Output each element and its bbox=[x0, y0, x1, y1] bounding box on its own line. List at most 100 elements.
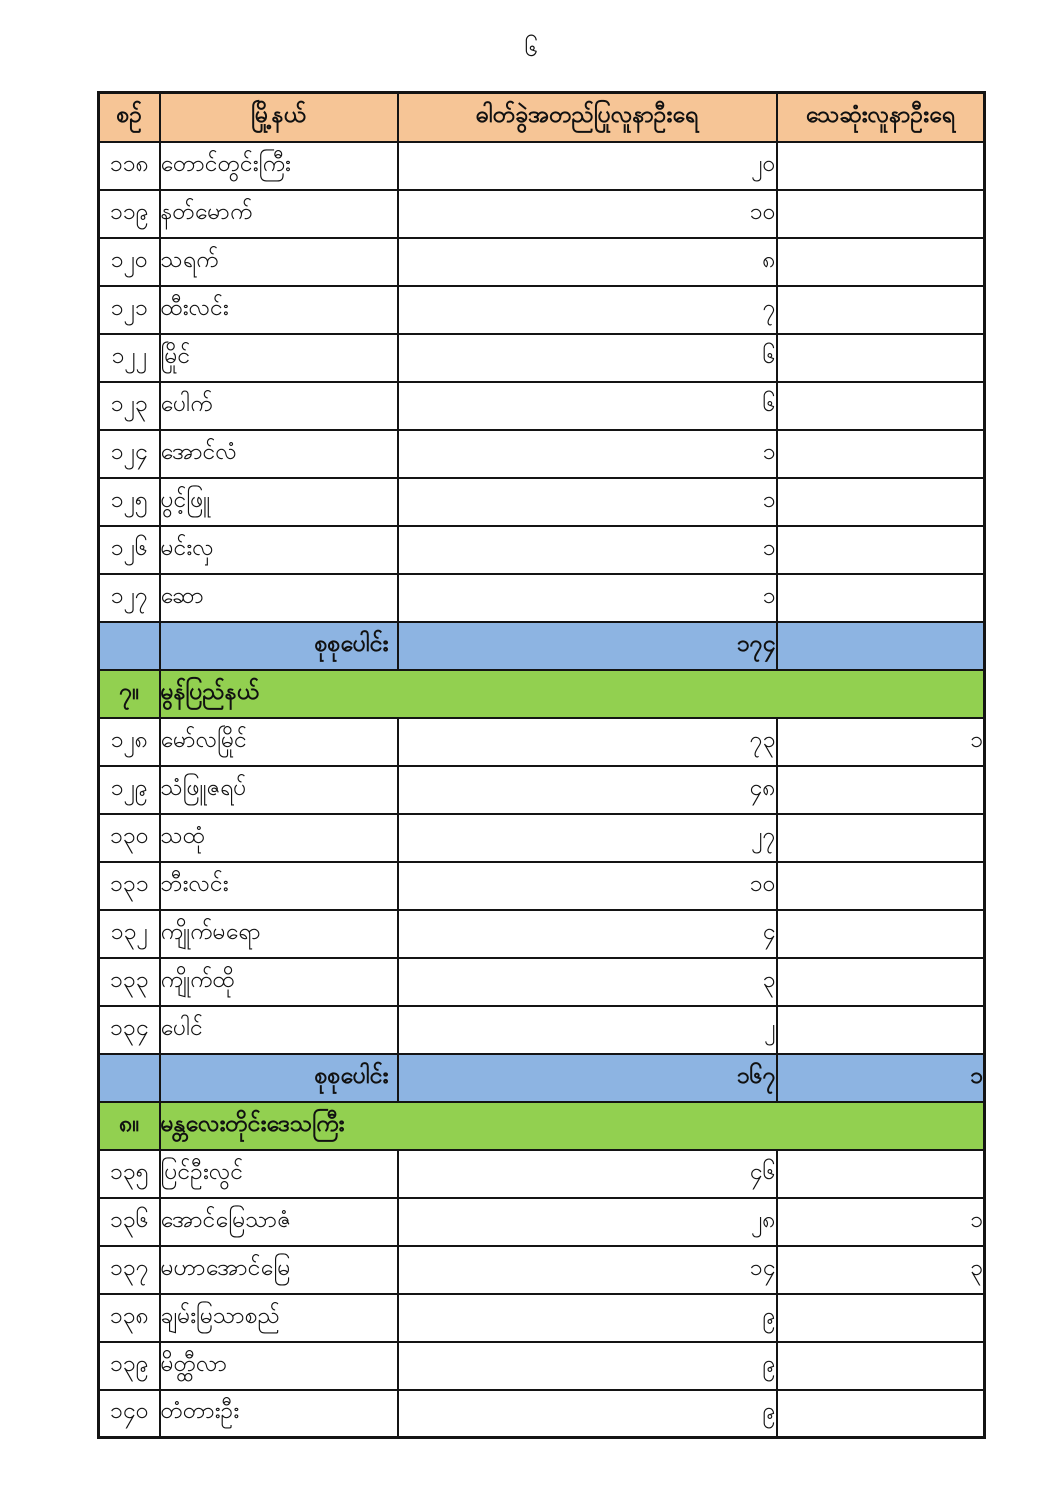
table-row: ၁၂၉ သံဖြူဇရပ် ၄၈ bbox=[97, 764, 986, 815]
township-cell: အောင်လံ bbox=[158, 428, 399, 479]
serial-cell: ၁၂၈ bbox=[97, 716, 161, 767]
confirmed-cell: ၁ bbox=[396, 428, 778, 479]
table-row: ၁၃၂ ကျိုက်မရော၄ bbox=[97, 908, 986, 959]
deaths-cell bbox=[775, 860, 986, 911]
confirmed-cell: ၁ bbox=[396, 524, 778, 575]
serial-cell: ၁၁၉ bbox=[97, 188, 161, 239]
page-number: ၆ bbox=[524, 34, 538, 62]
total-deaths-cell bbox=[775, 620, 986, 671]
column-header: သေဆုံးလူနာဦးရေ bbox=[775, 91, 986, 143]
deaths-cell: ၁ bbox=[775, 1196, 986, 1247]
township-cell: မဟာအောင်မြေ bbox=[158, 1244, 399, 1295]
serial-cell-empty bbox=[97, 1052, 161, 1103]
header-row: စဉ် မြို့နယ် ဓါတ်ခွဲအတည်ပြုလူနာဦးရေ သေဆုံးလ… bbox=[97, 91, 986, 143]
table-row: ၁၂၂ မြိုင်၆ bbox=[97, 332, 986, 383]
deaths-cell bbox=[775, 1340, 986, 1391]
township-cell: မိတ္ထီလာ bbox=[158, 1340, 399, 1391]
table-row: ၁၃၀ သထုံ ၂၇ bbox=[97, 812, 986, 863]
table-row: ၁၃၁ ဘီးလင်း ၁၀ bbox=[97, 860, 986, 911]
township-cell: ပေါက် bbox=[158, 380, 399, 431]
serial-cell: ၁၂၅ bbox=[97, 476, 161, 527]
total-label-cell: စုစုပေါင်း bbox=[158, 620, 399, 671]
serial-cell: ၁၃၇ bbox=[97, 1244, 161, 1295]
table-row: ၁၁၉ နတ်မောက် ၁၀ bbox=[97, 188, 986, 239]
deaths-cell bbox=[775, 956, 986, 1007]
township-cell: သံဖြူဇရပ် bbox=[158, 764, 399, 815]
confirmed-cell: ၁ bbox=[396, 476, 778, 527]
total-confirmed-cell: ၁၇၄ bbox=[396, 620, 778, 671]
serial-cell: ၁၃၀ bbox=[97, 812, 161, 863]
deaths-cell bbox=[775, 572, 986, 623]
deaths-cell bbox=[775, 476, 986, 527]
township-cell: တောင်တွင်းကြီး bbox=[158, 140, 399, 191]
confirmed-cell: ၇၃ bbox=[396, 716, 778, 767]
deaths-cell bbox=[775, 1148, 986, 1199]
deaths-cell bbox=[775, 764, 986, 815]
serial-cell: ၁၂၃ bbox=[97, 380, 161, 431]
serial-cell: ၁၃၈ bbox=[97, 1292, 161, 1343]
confirmed-cell: ၉ bbox=[396, 1292, 778, 1343]
table-row: ၁၂၇ ဆော၁ bbox=[97, 572, 986, 623]
table-row: ၁၂၃ ပေါက်၆ bbox=[97, 380, 986, 431]
table-row: ၁၂၆ မင်းလှ၁ bbox=[97, 524, 986, 575]
serial-cell: ၁၂၁ bbox=[97, 284, 161, 335]
confirmed-cell: ၆ bbox=[396, 332, 778, 383]
table-row: ၁၂၈ မော်လမြိုင် ၇၃၁ bbox=[97, 716, 986, 767]
table-row: ၁၂၀ သရက်၈ bbox=[97, 236, 986, 287]
total-row: စုစုပေါင်း ၁၇၄ bbox=[97, 620, 986, 671]
confirmed-cell: ၉ bbox=[396, 1340, 778, 1391]
serial-cell: ၁၃၁ bbox=[97, 860, 161, 911]
table-row: ၁၃၈ ချမ်းမြသာစည်၉ bbox=[97, 1292, 986, 1343]
table-row: ၁၃၄ ပေါင်၂ bbox=[97, 1004, 986, 1055]
deaths-cell bbox=[775, 524, 986, 575]
deaths-cell bbox=[775, 236, 986, 287]
confirmed-cell: ၈ bbox=[396, 236, 778, 287]
section-number-cell: ၈။ bbox=[97, 1100, 161, 1151]
serial-cell: ၁၂၆ bbox=[97, 524, 161, 575]
township-cell: မြိုင် bbox=[158, 332, 399, 383]
deaths-cell bbox=[775, 140, 986, 191]
table-row: ၁၃၇ မဟာအောင်မြေ ၁၄၃ bbox=[97, 1244, 986, 1295]
table-row: ၁၄၀ တံတားဦး၉ bbox=[97, 1388, 986, 1439]
township-cell: သထုံ bbox=[158, 812, 399, 863]
serial-cell: ၁၃၆ bbox=[97, 1196, 161, 1247]
serial-cell: ၁၂၀ bbox=[97, 236, 161, 287]
township-cell: မင်းလှ bbox=[158, 524, 399, 575]
section-row: ၈။ မန္တလေးတိုင်းဒေသကြီး bbox=[97, 1100, 986, 1151]
township-cell: ဘီးလင်း bbox=[158, 860, 399, 911]
township-cell: ပြင်ဦးလွင် bbox=[158, 1148, 399, 1199]
total-deaths-cell: ၁ bbox=[775, 1052, 986, 1103]
table-body: ၁၁၈ တောင်တွင်းကြီး ၂၀ ၁၁၉ နတ်မောက် ၁၀ ၁၂၀ သရက်၈… bbox=[97, 140, 986, 1439]
table-row: ၁၃၅ ပြင်ဦးလွင် ၄၆ bbox=[97, 1148, 986, 1199]
deaths-cell bbox=[775, 812, 986, 863]
table-row: ၁၂၁ ထီးလင်း၇ bbox=[97, 284, 986, 335]
column-header: စဉ် bbox=[97, 91, 161, 143]
deaths-cell bbox=[775, 1004, 986, 1055]
township-cell: နတ်မောက် bbox=[158, 188, 399, 239]
serial-cell: ၁၃၅ bbox=[97, 1148, 161, 1199]
deaths-cell bbox=[775, 284, 986, 335]
confirmed-cell: ၁၀ bbox=[396, 188, 778, 239]
table-row: ၁၃၃ ကျိုက်ထို၃ bbox=[97, 956, 986, 1007]
serial-cell: ၁၄၀ bbox=[97, 1388, 161, 1439]
column-header: ဓါတ်ခွဲအတည်ပြုလူနာဦးရေ bbox=[396, 91, 778, 143]
township-cell: ချမ်းမြသာစည် bbox=[158, 1292, 399, 1343]
township-cell: ပေါင် bbox=[158, 1004, 399, 1055]
table-row: ၁၁၈ တောင်တွင်းကြီး ၂၀ bbox=[97, 140, 986, 191]
township-cell: ပွင့်ဖြူ bbox=[158, 476, 399, 527]
table-row: ၁၃၆ အောင်မြေသာဇံ ၂၈၁ bbox=[97, 1196, 986, 1247]
confirmed-cell: ၂၀ bbox=[396, 140, 778, 191]
confirmed-cell: ၉ bbox=[396, 1388, 778, 1439]
serial-cell: ၁၂၇ bbox=[97, 572, 161, 623]
confirmed-cell: ၁၄ bbox=[396, 1244, 778, 1295]
total-label-cell: စုစုပေါင်း bbox=[158, 1052, 399, 1103]
confirmed-cell: ၂ bbox=[396, 1004, 778, 1055]
confirmed-cell: ၇ bbox=[396, 284, 778, 335]
confirmed-cell: ၆ bbox=[396, 380, 778, 431]
table-header: စဉ် မြို့နယ် ဓါတ်ခွဲအတည်ပြုလူနာဦးရေ သေဆုံးလ… bbox=[97, 91, 986, 143]
township-cell: အောင်မြေသာဇံ bbox=[158, 1196, 399, 1247]
serial-cell: ၁၃၉ bbox=[97, 1340, 161, 1391]
section-title-cell: မွန်ပြည်နယ် bbox=[158, 668, 986, 719]
total-row: စုစုပေါင်း ၁၆၇၁ bbox=[97, 1052, 986, 1103]
